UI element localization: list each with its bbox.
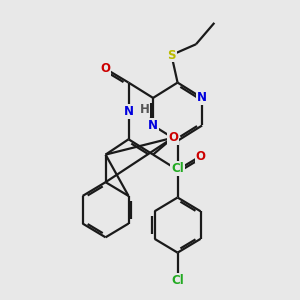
Text: O: O <box>168 131 178 144</box>
Text: O: O <box>100 62 111 75</box>
Text: N: N <box>148 119 158 132</box>
Text: H: H <box>140 103 149 116</box>
Text: N: N <box>197 92 207 104</box>
Text: N: N <box>124 105 134 118</box>
Text: O: O <box>196 150 206 163</box>
Text: Cl: Cl <box>171 274 184 287</box>
Text: S: S <box>167 49 176 62</box>
Text: Cl: Cl <box>171 162 184 175</box>
